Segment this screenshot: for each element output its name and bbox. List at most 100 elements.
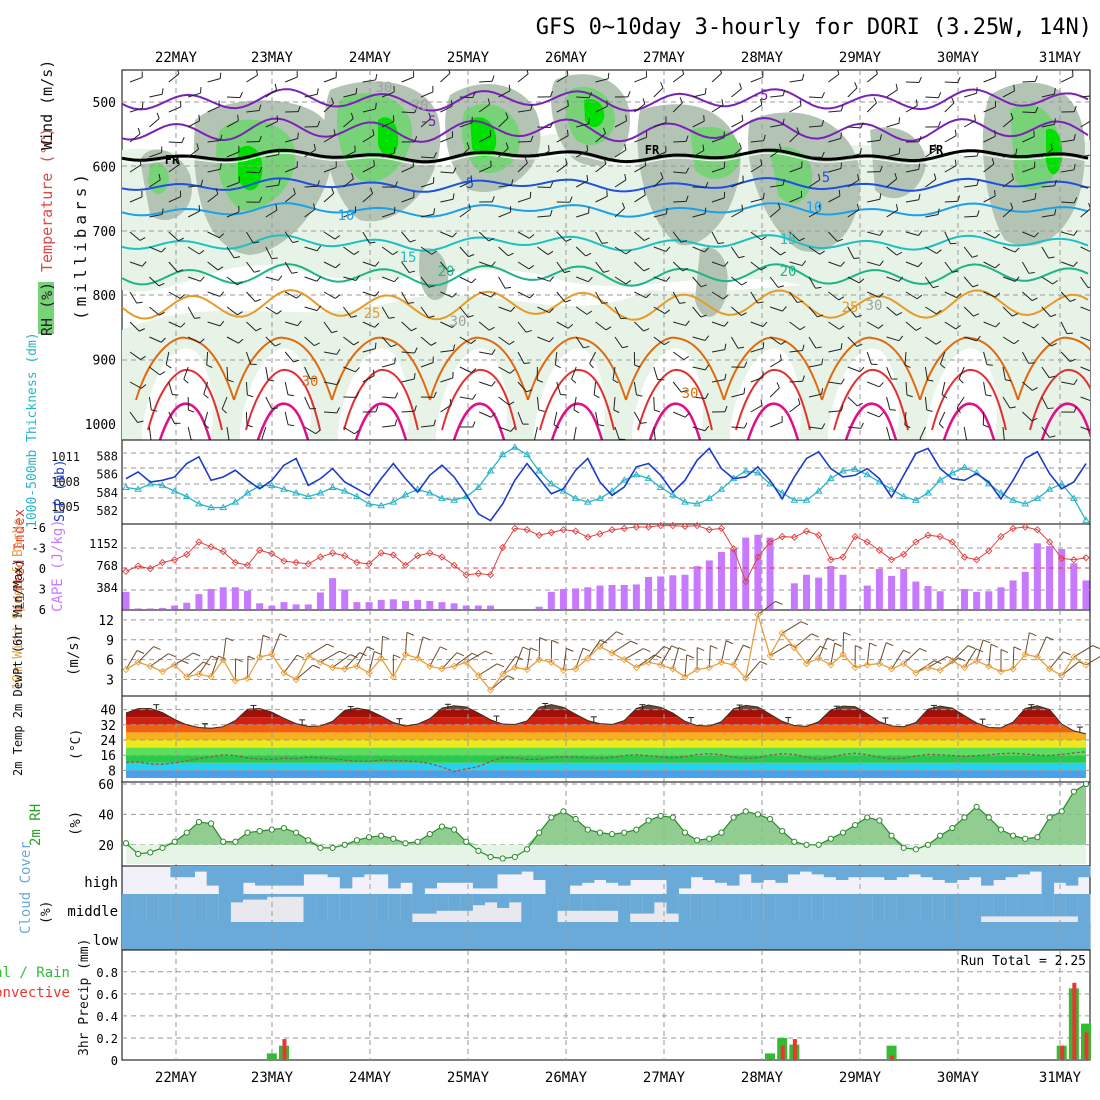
contour-10 [122, 202, 1089, 218]
wind-barb [304, 276, 318, 282]
wind-barb [653, 426, 656, 440]
wind-barb-flag [704, 207, 707, 214]
wind-barb [867, 198, 881, 203]
thickness-point [243, 488, 252, 496]
thickness-point [401, 490, 410, 498]
rh2m-point [900, 844, 907, 851]
wind-barb-flag [238, 338, 244, 344]
wind10m-barb-flag [696, 647, 705, 651]
wind10m-barb-flag [834, 642, 842, 647]
wind-barb-flag [297, 320, 302, 326]
wind-speed-point [669, 665, 677, 673]
cape-bar [122, 591, 130, 609]
wind-barb [1041, 185, 1055, 188]
rh2m-area [126, 784, 1086, 845]
wind-barb-flag [737, 346, 744, 349]
wind-barb-flag [994, 190, 996, 197]
cloud-cover-bars [122, 866, 1091, 950]
wind-speed-point [620, 655, 628, 664]
contour-label: 10 [806, 200, 823, 216]
wind-barb [323, 411, 338, 414]
wind-barb [789, 261, 803, 267]
wind-barb [571, 366, 577, 380]
wind-barb [479, 381, 492, 387]
wind-barb [226, 426, 230, 440]
wind-barb-flag [918, 163, 921, 170]
cloud-low-bar [678, 922, 692, 950]
wind-barb-flag [682, 267, 689, 272]
wind-barb-flag [954, 129, 957, 136]
wind-speed-point [243, 674, 252, 682]
rh2m-point [463, 838, 470, 845]
wind-barb [168, 196, 181, 203]
contour-30 [331, 336, 431, 401]
wind-barb [323, 77, 337, 83]
thickness-point [255, 481, 264, 489]
wind10m-barb [878, 642, 887, 664]
wind-barb-flag [491, 75, 495, 82]
wind-barb [1041, 306, 1051, 317]
wind-barb [285, 321, 298, 327]
wind-barb [362, 108, 376, 113]
wind-barb [1021, 351, 1030, 364]
wind-barb-flag [898, 335, 904, 341]
rh2m-point [1009, 832, 1017, 839]
wind-barb-flag [878, 324, 884, 329]
wind-barb-flag [158, 173, 161, 180]
wind10m-barb-flag [393, 654, 401, 659]
wind-speed-point [170, 661, 179, 669]
cloud-high-bar [170, 866, 183, 878]
wind-barb-flag [471, 278, 477, 284]
precip-total-bar [266, 1053, 277, 1060]
wind-barb [1021, 261, 1030, 274]
cloud-middle-bar [739, 894, 752, 922]
wind-barb [847, 246, 855, 259]
wind-barb-flag [723, 321, 729, 327]
wind-barb-flag [219, 72, 222, 79]
cloud-low-bar [727, 922, 740, 950]
wind-barb-flag [267, 379, 274, 382]
wind-barb [575, 150, 588, 158]
cape-tick-label: 768 [96, 559, 118, 573]
wind-speed-point [195, 670, 203, 678]
wind-barb [343, 93, 357, 98]
wind-barb-flag [468, 254, 475, 258]
wind-barb-flag [188, 409, 195, 413]
cloud-high-bar [944, 866, 958, 883]
thickness-point [717, 485, 726, 492]
cape-tick-label: 1152 [89, 537, 118, 551]
cloud-high-bar [436, 866, 450, 883]
temperature-band [126, 770, 1086, 778]
contour-5 [122, 177, 1089, 193]
wind10m-barb-flag [800, 621, 809, 626]
wind-barb-flag [351, 172, 354, 179]
wind-barb [226, 306, 238, 316]
cloud-middle-bar [884, 894, 897, 922]
wind-barb-flag [1010, 202, 1014, 209]
wind-barb [847, 426, 861, 429]
rh2m-point [135, 850, 142, 858]
wind-barb-flag [297, 132, 299, 139]
cloud-high-bar [1077, 866, 1091, 878]
wind-speed-point [717, 658, 726, 666]
thickness-point [510, 443, 519, 450]
contour-label: 30 [866, 298, 883, 314]
wind-barb-flag [956, 407, 961, 414]
wind-barb-flag [139, 237, 146, 241]
wind-barb [886, 336, 900, 342]
precip-total-bar [886, 1045, 897, 1060]
precip-convective-bar [282, 1039, 287, 1060]
wind-barb [459, 306, 469, 318]
wind-barb [905, 199, 919, 203]
wind-barb [149, 246, 162, 253]
wind10m-barb [417, 636, 424, 659]
wind-barb-flag [586, 174, 589, 181]
wind-barb-flag [180, 322, 186, 328]
wind-barb [556, 74, 569, 83]
wind-barb [789, 105, 802, 113]
wind-barb-flag [643, 267, 650, 272]
wind-speed-point [256, 653, 264, 661]
wind-speed-point [231, 677, 240, 685]
cape-bars [122, 534, 1090, 609]
top-date-label: 27MAY [643, 50, 686, 66]
